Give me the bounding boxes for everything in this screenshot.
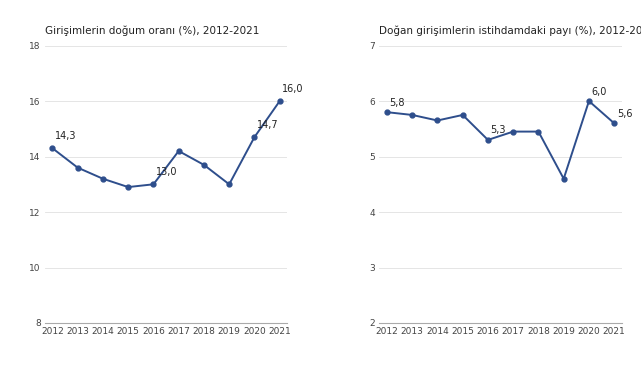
Text: 5,6: 5,6 <box>617 109 632 119</box>
Text: 14,3: 14,3 <box>55 131 76 141</box>
Text: 16,0: 16,0 <box>282 84 304 94</box>
Text: 14,7: 14,7 <box>257 120 279 130</box>
Text: 5,8: 5,8 <box>390 98 405 108</box>
Text: Doğan girişimlerin istihdamdaki payı (%), 2012-2021: Doğan girişimlerin istihdamdaki payı (%)… <box>379 26 641 36</box>
Text: Girişimlerin doğum oranı (%), 2012-2021: Girişimlerin doğum oranı (%), 2012-2021 <box>45 26 259 36</box>
Text: 13,0: 13,0 <box>156 167 178 177</box>
Text: 5,3: 5,3 <box>490 125 506 136</box>
Text: 6,0: 6,0 <box>592 87 607 97</box>
